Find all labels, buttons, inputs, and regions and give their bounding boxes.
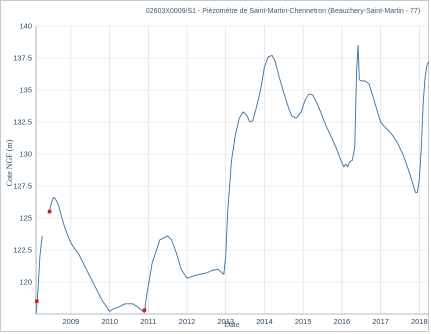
x-axis-label: Date [224, 320, 240, 329]
data-marker [47, 209, 52, 214]
y-tick-label: 137.5 [13, 54, 32, 63]
x-tick-label: 2013 [217, 317, 234, 326]
x-tick-label: 2012 [179, 317, 196, 326]
y-tick-label: 132.5 [13, 118, 32, 127]
x-tick-label: 2009 [63, 317, 80, 326]
y-tick-label: 135 [19, 86, 32, 95]
y-tick-label: 122.5 [13, 246, 32, 255]
data-marker [142, 308, 147, 312]
y-tick-label: 120 [19, 278, 32, 287]
y-tick-label: 127.5 [13, 182, 32, 191]
x-tick-label: 2017 [372, 317, 389, 326]
x-tick-labels: 2009 2010 2011 2012 2013 2014 2015 2016 2017 2018 [63, 317, 428, 326]
y-axis-label: Cote NGF (m) [5, 139, 14, 186]
x-tick-label: 2018 [411, 317, 428, 326]
marker-layer [34, 209, 147, 312]
x-tick-label: 2014 [256, 317, 273, 326]
y-tick-label: 125 [19, 214, 32, 223]
data-marker [34, 299, 39, 303]
y-tick-labels: 120 122.5 125 127.5 130 132.5 135 137.5 140 [13, 22, 32, 287]
y-tick-label: 130 [19, 150, 32, 159]
x-tick-label: 2016 [334, 317, 351, 326]
x-tick-label: 2010 [101, 317, 118, 326]
x-tick-label: 2015 [295, 317, 312, 326]
x-grid [70, 26, 420, 314]
chart-title: 02603X0009/S1 - Piézomètre de Saint-Mart… [146, 8, 420, 15]
y-tick-label: 140 [19, 22, 32, 31]
series-line [35, 44, 430, 315]
x-tick-label: 2011 [140, 317, 156, 326]
series-layer [35, 44, 430, 315]
